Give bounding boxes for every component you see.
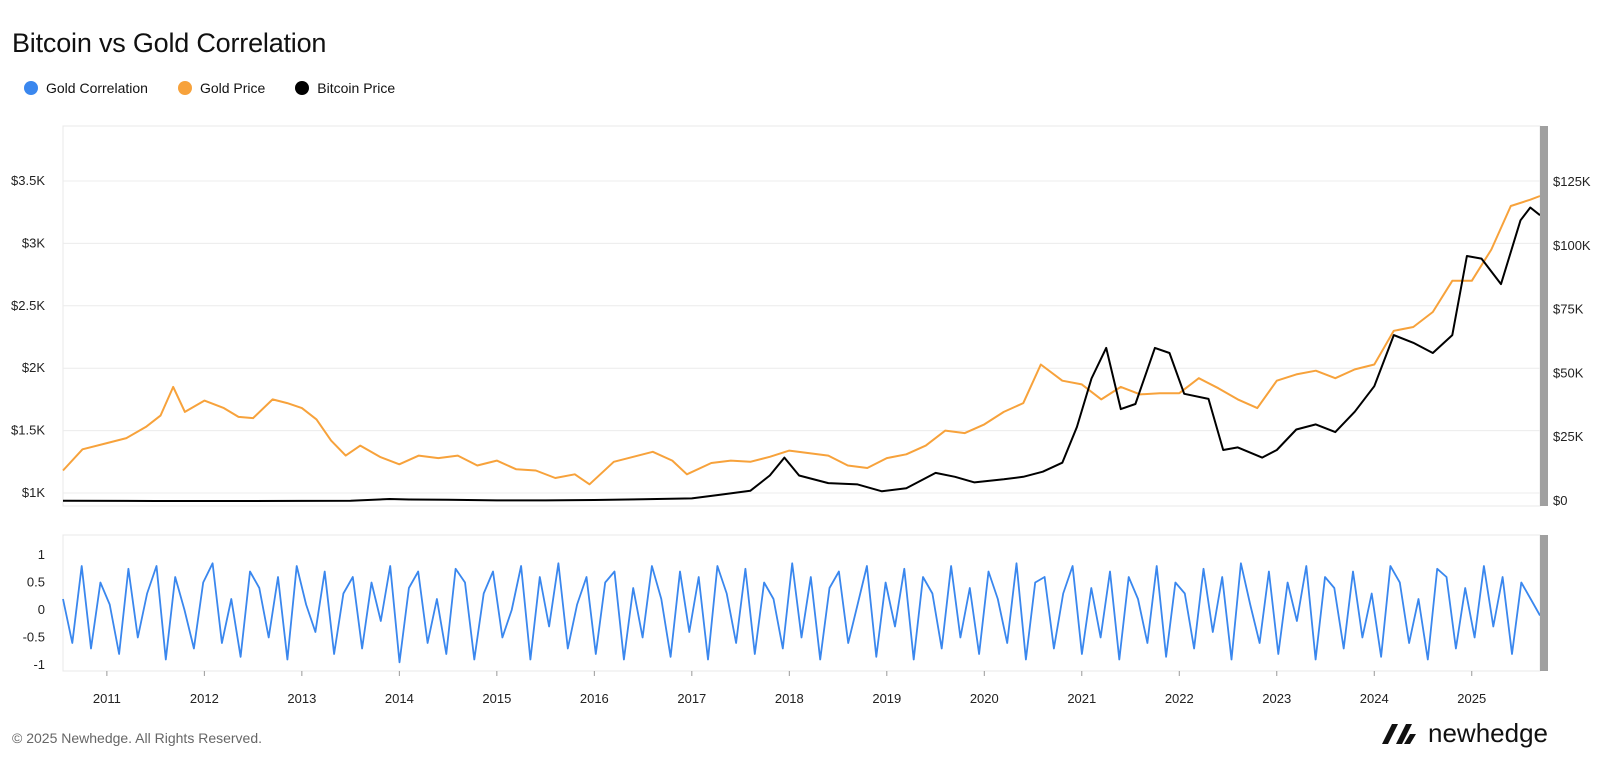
brand-logo[interactable]: newhedge	[1380, 718, 1548, 749]
x-axis-tick-label: 2019	[872, 691, 901, 706]
legend-item-gold-correlation[interactable]: Gold Correlation	[24, 80, 148, 96]
correlation-plot-area	[62, 534, 1541, 672]
legend-item-bitcoin-price[interactable]: Bitcoin Price	[295, 80, 395, 96]
legend-item-gold-price[interactable]: Gold Price	[177, 80, 266, 96]
correlation-axis-tick-label: 0	[38, 602, 45, 617]
x-axis-tick-label: 2014	[385, 691, 414, 706]
price-scrollbar[interactable]	[1540, 126, 1548, 506]
left-axis-tick-label: $3K	[22, 235, 45, 250]
x-axis-tick-label: 2024	[1360, 691, 1389, 706]
right-axis-tick-label: $0	[1553, 493, 1567, 508]
right-axis-tick-label: $125K	[1553, 174, 1591, 189]
legend-label-gold-price: Gold Price	[199, 80, 266, 96]
gold-correlation-line	[62, 562, 1541, 664]
gold-price-line	[62, 195, 1541, 486]
x-axis-tick-label: 2020	[970, 691, 999, 706]
right-axis-tick-label: $25K	[1553, 429, 1584, 444]
bitcoin-price-line	[62, 206, 1541, 502]
x-axis-tick-label: 2016	[580, 691, 609, 706]
correlation-axis-tick-label: -1	[33, 657, 45, 672]
x-axis-tick-label: 2022	[1165, 691, 1194, 706]
copyright-text: © 2025 Newhedge. All Rights Reserved.	[12, 730, 263, 746]
correlation-axis-tick-label: 0.5	[27, 575, 45, 590]
x-axis-tick-label: 2025	[1457, 691, 1486, 706]
correlation-scrollbar[interactable]	[1540, 535, 1548, 671]
x-axis-tick-label: 2017	[677, 691, 706, 706]
right-axis-tick-label: $50K	[1553, 365, 1584, 380]
x-axis-tick-label: 2015	[482, 691, 511, 706]
correlation-axis-tick-label: -0.5	[23, 630, 45, 645]
correlation-panel: -1 -0.5 0 0.5 1	[23, 534, 1541, 672]
legend: Gold Correlation Gold Price Bitcoin Pric…	[24, 80, 395, 96]
left-axis-tick-label: $1K	[22, 485, 45, 500]
legend-swatch-gold-price	[177, 81, 192, 95]
right-axis-tick-label: $75K	[1553, 302, 1584, 317]
left-axis-tick-label: $3.5K	[11, 173, 45, 188]
left-axis-tick-label: $1.5K	[11, 423, 45, 438]
x-axis-tick-label: 2021	[1067, 691, 1096, 706]
left-axis-tick-label: $2.5K	[11, 298, 45, 313]
legend-label-bitcoin-price: Bitcoin Price	[317, 80, 396, 96]
newhedge-logo-icon	[1382, 723, 1416, 744]
correlation-axis-tick-label: 1	[38, 547, 45, 562]
legend-swatch-gold-correlation	[24, 81, 38, 95]
legend-swatch-bitcoin-price	[295, 81, 310, 95]
legend-label-gold-correlation: Gold Correlation	[46, 80, 148, 96]
chart-title: Bitcoin vs Gold Correlation	[12, 28, 327, 58]
x-axis-tick-label: 2013	[287, 691, 316, 706]
left-axis-tick-label: $2K	[22, 360, 45, 375]
x-axis-tick-label: 2011	[93, 691, 121, 706]
x-axis: 2011 2012 2013 2014 2015 2016 2017 2018 2019 2020…	[93, 671, 1486, 706]
x-axis-tick-label: 2018	[775, 691, 804, 706]
right-axis-tick-label: $100K	[1553, 238, 1591, 253]
x-axis-tick-label: 2012	[190, 691, 219, 706]
price-plot-area	[62, 125, 1541, 507]
brand-name: newhedge	[1428, 718, 1548, 748]
price-panel: $1K $1.5K $2K $2.5K $3K $3.5K $0 $25K $50K $75K $1…	[11, 125, 1591, 508]
x-axis-tick-label: 2023	[1262, 691, 1291, 706]
